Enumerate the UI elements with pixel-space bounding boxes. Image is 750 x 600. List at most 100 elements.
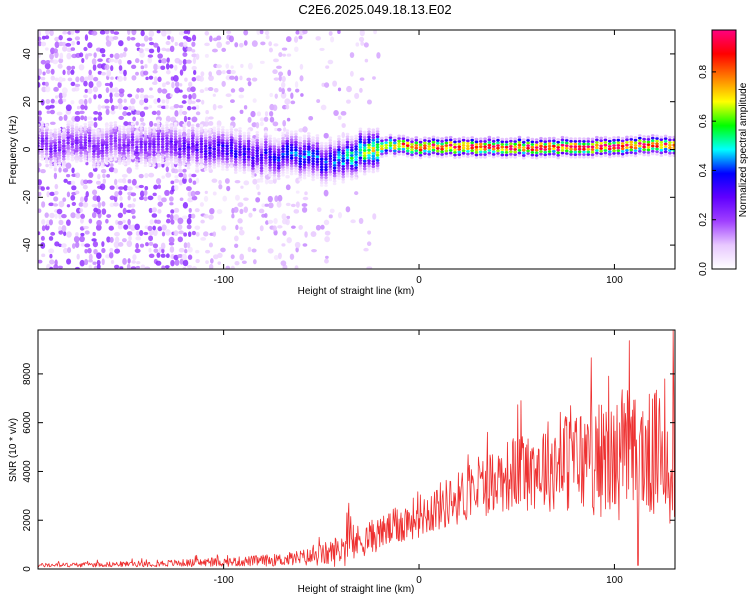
spectrogram-ridge-cell <box>607 144 612 148</box>
spectrogram-ridge-cell <box>152 158 156 162</box>
spectrogram-noise-cell <box>58 219 64 226</box>
spectrogram-ridge-cell <box>182 123 186 127</box>
spectrogram-ridge-cell <box>165 150 169 153</box>
spectrogram-noise-cell <box>97 93 102 99</box>
spectrogram-ridge-cell <box>122 162 126 166</box>
spectrogram-ridge-cell <box>547 136 552 140</box>
spectrogram-ridge-cell <box>173 153 178 157</box>
spectrogram-noise-cell <box>50 68 55 75</box>
spectrogram-noise-cell <box>118 242 124 247</box>
spectrogram-ridge-cell <box>350 154 354 157</box>
spectrogram-ridge-cell <box>289 161 294 165</box>
spectrogram-ridge-cell <box>367 169 371 173</box>
spectrogram-ridge-cell <box>152 164 156 167</box>
spectrogram-ridge-cell <box>70 156 75 159</box>
spectrogram-ridge-cell <box>332 182 337 186</box>
spectrogram-ridge-cell <box>117 127 122 131</box>
spectrogram-ridge-cell <box>53 165 57 168</box>
spectrogram-noise-cell <box>139 196 144 201</box>
spectrogram-noise-cell <box>230 88 236 93</box>
spectrogram-ridge-cell <box>302 176 307 180</box>
spectrogram-ridge-cell <box>453 151 457 154</box>
spectrogram-ridge-cell <box>208 151 212 155</box>
spectrogram-ridge-cell <box>491 152 496 156</box>
spectrogram-noise-cell <box>82 201 89 208</box>
spectrogram-noise-cell <box>195 258 200 264</box>
spectrogram-ridge-cell <box>620 136 625 140</box>
spectrogram-noise-cell <box>234 194 240 201</box>
spectrogram-ridge-cell <box>199 155 204 159</box>
spectrogram-noise-cell <box>93 265 98 269</box>
chart-title: C2E6.2025.049.18.13.E02 <box>298 2 451 17</box>
spectrogram-ridge-cell <box>79 151 83 155</box>
spectrogram-noise-cell <box>287 69 292 76</box>
spectrogram-ridge-cell <box>160 156 165 159</box>
spectrogram-ridge-cell <box>104 146 109 150</box>
spectrogram-ridge-cell <box>281 157 285 161</box>
spectrogram-noise-cell <box>136 88 141 93</box>
spectrogram-ridge-cell <box>418 153 423 157</box>
snr-xtick-label: 0 <box>416 575 422 586</box>
spectrogram-noise-cell <box>190 190 196 198</box>
spectrogram-noise-cell <box>117 220 124 226</box>
spectrogram-noise-cell <box>251 248 257 253</box>
spectrogram-ridge-cell <box>229 141 234 145</box>
spectrogram-ridge-cell <box>117 138 122 142</box>
spectrogram-ridge-cell <box>663 134 668 138</box>
spectrogram-noise-cell <box>216 120 222 127</box>
spectrogram-noise-cell <box>86 116 93 120</box>
spectrogram-ridge-cell <box>474 140 479 144</box>
spectrogram-ridge-cell <box>530 145 535 149</box>
spectrogram-ridge-cell <box>302 139 307 143</box>
spectrogram-ridge-cell <box>298 165 303 169</box>
spectrogram-ridge-cell <box>375 132 380 136</box>
spectrogram-ridge-cell <box>625 135 629 139</box>
spectrogram-noise-cell <box>337 211 343 219</box>
spectrogram-noise-cell <box>186 224 192 230</box>
spectrogram-noise-cell <box>91 189 98 196</box>
spectrogram-ridge-cell <box>453 137 457 141</box>
spectrogram-ridge-cell <box>74 160 79 163</box>
spectrogram-ridge-cell <box>143 135 148 139</box>
spectrogram-ridge-cell <box>87 139 92 143</box>
spectrogram-ridge-cell <box>212 129 217 132</box>
spectrogram-ridge-cell <box>646 135 651 139</box>
spectrogram-noise-cell <box>174 64 178 71</box>
spectrogram-noise-cell <box>41 219 46 225</box>
spectrogram-ridge-cell <box>526 136 530 140</box>
spectrogram-noise-cell <box>127 179 132 184</box>
spectrogram-ridge-cell <box>487 154 492 158</box>
spectrogram-noise-cell <box>237 202 244 208</box>
spectrogram-ridge-cell <box>577 155 582 159</box>
spectrogram-ridge-cell <box>491 137 496 140</box>
spectrogram-ridge-cell <box>405 138 410 142</box>
spectrogram-ridge-cell <box>324 176 328 180</box>
spectrogram-noise-cell <box>267 195 273 203</box>
spectrogram-noise-cell <box>174 178 180 183</box>
spectrogram-ridge-cell <box>444 154 449 158</box>
spectrogram-ridge-cell <box>298 144 303 148</box>
spectrogram-ridge-cell <box>255 133 260 137</box>
spectrogram-noise-cell <box>48 248 55 254</box>
spectrogram-ridge-cell <box>435 154 440 158</box>
spectrogram-noise-cell <box>170 259 175 267</box>
spectrogram-ridge-cell <box>491 155 496 159</box>
spectrogram-noise-cell <box>71 167 75 174</box>
spectrogram-noise-cell <box>182 58 187 65</box>
spectrogram-ridge-cell <box>392 141 397 145</box>
spectrogram-ridge-cell <box>259 158 264 162</box>
spectrogram-noise-cell <box>108 225 114 231</box>
spectrogram-ridge-cell <box>461 136 466 139</box>
spectrogram-ridge-cell <box>255 165 260 168</box>
spectrogram-noise-cell <box>79 52 84 58</box>
spectrogram-ridge-cell <box>350 169 354 173</box>
spectrogram-noise-cell <box>74 266 80 269</box>
spectrogram-ridge-cell <box>302 171 307 175</box>
spectrogram-ridge-cell <box>195 159 199 162</box>
spectrogram-ridge-cell <box>100 146 105 150</box>
spectrogram-ridge-cell <box>285 171 290 175</box>
spectrogram-ridge-cell <box>350 167 354 170</box>
spectrogram-ridge-cell <box>311 165 315 168</box>
spectrogram-noise-cell <box>277 194 283 202</box>
spectrogram-noise-cell <box>269 110 274 117</box>
